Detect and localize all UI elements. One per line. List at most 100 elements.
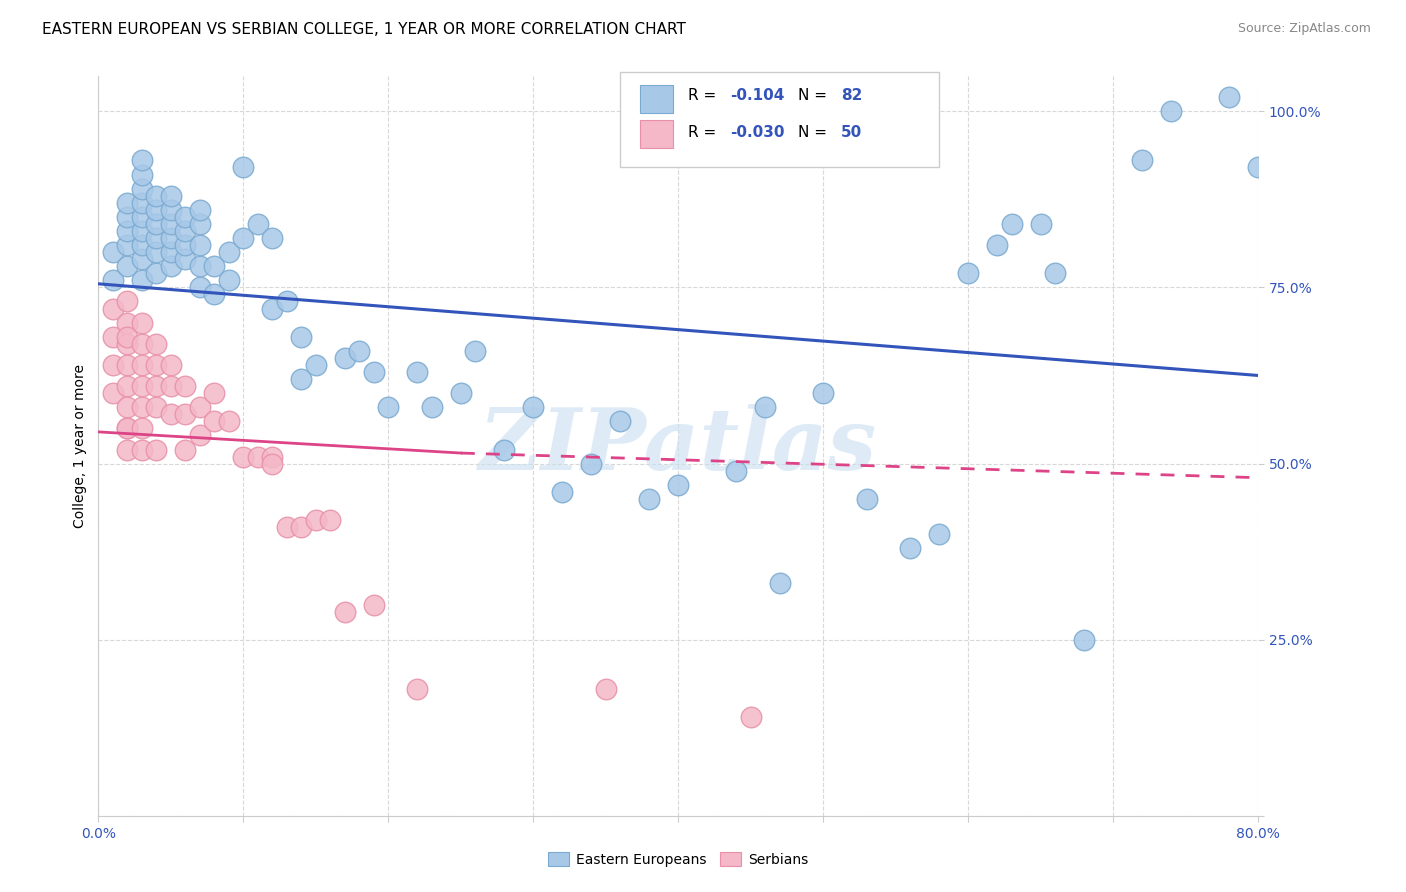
Point (725, 464, 748, 478)
Point (160, 231, 183, 245)
Point (1029, 217, 1052, 231)
Point (101, 386, 124, 401)
Point (145, 245, 167, 260)
Point (740, 710, 762, 724)
Text: N =: N = (797, 125, 832, 139)
Point (464, 343, 486, 358)
Bar (640, 85, 672, 112)
Point (595, 682, 617, 697)
Point (262, 450, 284, 464)
Y-axis label: College, 1 year or more: College, 1 year or more (73, 364, 87, 528)
Point (232, 450, 254, 464)
Point (101, 245, 124, 260)
Point (262, 301, 284, 316)
Point (218, 414, 240, 428)
Point (232, 161, 254, 175)
Point (188, 238, 211, 252)
Point (363, 365, 385, 379)
Point (131, 252, 153, 267)
Point (101, 329, 124, 343)
Point (131, 195, 153, 210)
Point (117, 336, 139, 351)
Point (1160, 104, 1182, 119)
Point (160, 379, 183, 393)
Point (131, 358, 153, 372)
Point (131, 336, 153, 351)
Point (145, 379, 167, 393)
Point (1045, 266, 1067, 280)
Point (1073, 632, 1095, 647)
Point (101, 273, 124, 287)
Point (117, 195, 139, 210)
Point (117, 316, 139, 330)
Point (131, 238, 153, 252)
Point (117, 294, 139, 309)
Point (174, 379, 197, 393)
Point (609, 414, 631, 428)
Point (450, 386, 472, 401)
Point (117, 442, 139, 457)
Point (117, 421, 139, 435)
Point (333, 605, 356, 619)
Legend: Eastern Europeans, Serbians: Eastern Europeans, Serbians (543, 847, 814, 872)
Point (218, 245, 240, 260)
Text: -0.030: -0.030 (731, 125, 785, 139)
Point (754, 401, 776, 415)
Point (131, 168, 153, 182)
Point (204, 414, 226, 428)
Point (174, 224, 197, 238)
Point (131, 421, 153, 435)
Point (131, 401, 153, 415)
Point (305, 513, 328, 527)
Point (117, 379, 139, 393)
Point (1218, 90, 1240, 104)
Point (160, 407, 183, 421)
Point (160, 245, 183, 260)
Point (117, 259, 139, 273)
Point (522, 401, 544, 415)
Text: 82: 82 (841, 88, 862, 103)
Point (406, 365, 429, 379)
Point (420, 401, 443, 415)
Point (117, 210, 139, 224)
Point (174, 210, 197, 224)
FancyBboxPatch shape (620, 72, 939, 167)
Point (145, 358, 167, 372)
Point (349, 343, 371, 358)
Point (900, 541, 922, 556)
Point (262, 231, 284, 245)
Point (290, 372, 312, 386)
Point (1247, 161, 1270, 175)
Point (856, 491, 879, 506)
Point (246, 450, 269, 464)
Text: N =: N = (797, 88, 832, 103)
Point (290, 520, 312, 534)
Text: R =: R = (688, 88, 721, 103)
Point (117, 358, 139, 372)
Point (1130, 153, 1153, 168)
Point (145, 401, 167, 415)
Text: -0.104: -0.104 (731, 88, 785, 103)
Text: Source: ZipAtlas.com: Source: ZipAtlas.com (1237, 22, 1371, 36)
Point (160, 358, 183, 372)
Point (145, 217, 167, 231)
Point (188, 428, 211, 442)
Point (160, 217, 183, 231)
Point (101, 301, 124, 316)
Point (377, 401, 399, 415)
Point (188, 280, 211, 294)
Point (551, 484, 574, 499)
Point (145, 266, 167, 280)
Point (174, 238, 197, 252)
Point (986, 238, 1008, 252)
Point (494, 442, 516, 457)
Point (174, 252, 197, 267)
Point (145, 336, 167, 351)
Point (131, 210, 153, 224)
Point (204, 259, 226, 273)
Point (131, 153, 153, 168)
Point (305, 358, 328, 372)
Text: EASTERN EUROPEAN VS SERBIAN COLLEGE, 1 YEAR OR MORE CORRELATION CHART: EASTERN EUROPEAN VS SERBIAN COLLEGE, 1 Y… (42, 22, 686, 37)
Point (188, 217, 211, 231)
Point (160, 202, 183, 217)
